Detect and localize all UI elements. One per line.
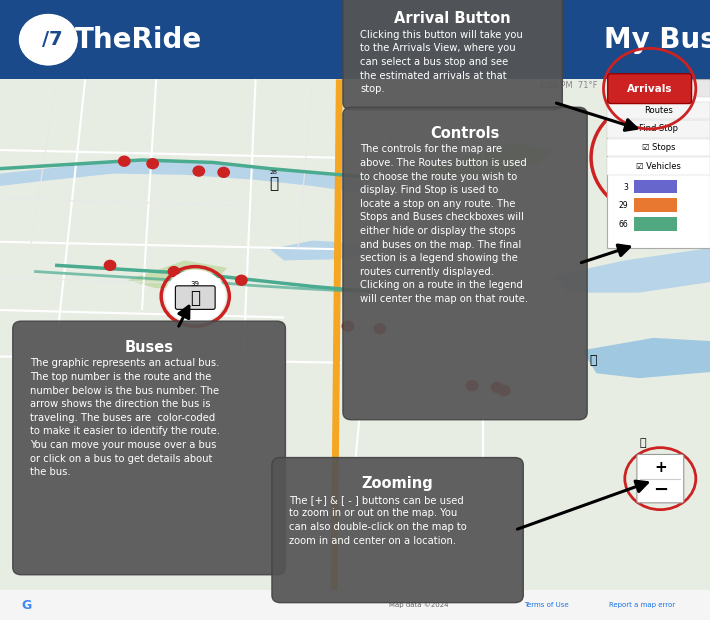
Text: My Bus: My Bus	[604, 25, 710, 54]
Circle shape	[236, 275, 247, 285]
FancyBboxPatch shape	[343, 0, 562, 110]
FancyBboxPatch shape	[607, 120, 710, 138]
Text: Clicking this button will take you
to the Arrivals View, where you
can select a : Clicking this button will take you to th…	[360, 30, 523, 94]
Text: 3: 3	[623, 183, 628, 192]
Text: Map data ©2024: Map data ©2024	[389, 602, 449, 608]
Circle shape	[374, 324, 386, 334]
Text: G: G	[22, 599, 32, 611]
Circle shape	[147, 159, 158, 169]
Text: 🚍: 🚍	[589, 355, 596, 367]
Circle shape	[466, 381, 478, 391]
FancyBboxPatch shape	[0, 0, 710, 79]
Text: The [+] & [ - ] buttons can be used
to zoom in or out on the map. You
can also d: The [+] & [ - ] buttons can be used to z…	[289, 495, 466, 546]
FancyBboxPatch shape	[607, 139, 710, 156]
Circle shape	[168, 267, 180, 277]
Polygon shape	[554, 248, 710, 293]
Circle shape	[491, 383, 503, 392]
Text: 🚍: 🚍	[269, 176, 278, 191]
Text: TheRide: TheRide	[75, 25, 202, 54]
Circle shape	[20, 15, 77, 64]
Text: Report a map error: Report a map error	[609, 602, 676, 608]
Circle shape	[104, 260, 116, 270]
Text: Arrival Button: Arrival Button	[394, 11, 511, 26]
Text: −: −	[652, 480, 668, 499]
Text: 🚶: 🚶	[639, 438, 646, 448]
Polygon shape	[582, 338, 710, 378]
Text: Routes: Routes	[644, 106, 673, 115]
Circle shape	[498, 386, 510, 396]
Text: +: +	[654, 460, 667, 475]
FancyBboxPatch shape	[272, 458, 523, 603]
Circle shape	[119, 156, 130, 166]
Text: 🚍: 🚍	[190, 288, 200, 307]
Text: ☑ Stops: ☑ Stops	[642, 143, 675, 152]
Text: Find Stop: Find Stop	[639, 125, 678, 133]
FancyBboxPatch shape	[13, 321, 285, 575]
Polygon shape	[426, 143, 554, 177]
Polygon shape	[0, 160, 369, 192]
FancyBboxPatch shape	[343, 107, 587, 420]
FancyBboxPatch shape	[0, 590, 710, 620]
Text: /7: /7	[41, 30, 62, 49]
Text: The graphic represents an actual bus.
The top number is the route and the
number: The graphic represents an actual bus. Th…	[30, 358, 220, 477]
Text: Buses: Buses	[124, 340, 174, 355]
FancyBboxPatch shape	[0, 0, 710, 79]
Circle shape	[218, 167, 229, 177]
FancyBboxPatch shape	[607, 157, 710, 175]
FancyBboxPatch shape	[634, 180, 677, 193]
Text: 4:06 PM  71°F: 4:06 PM 71°F	[539, 81, 597, 90]
Circle shape	[165, 270, 225, 322]
Circle shape	[193, 166, 204, 176]
FancyBboxPatch shape	[607, 102, 710, 119]
Text: Controls: Controls	[430, 126, 500, 141]
FancyBboxPatch shape	[608, 74, 692, 104]
Text: The controls for the map are
above. The Routes button is used
to choose the rout: The controls for the map are above. The …	[360, 144, 528, 304]
Text: 66: 66	[618, 220, 628, 229]
Text: 29: 29	[618, 202, 628, 210]
Text: 28: 28	[269, 170, 278, 175]
FancyBboxPatch shape	[175, 286, 215, 309]
Text: Arrivals: Arrivals	[627, 84, 672, 94]
FancyBboxPatch shape	[634, 198, 677, 212]
Text: 39: 39	[191, 281, 200, 287]
Text: Zooming: Zooming	[361, 476, 434, 491]
Polygon shape	[128, 260, 227, 288]
Polygon shape	[270, 241, 369, 260]
FancyBboxPatch shape	[634, 217, 677, 231]
Text: ☑ Vehicles: ☑ Vehicles	[636, 162, 681, 170]
FancyBboxPatch shape	[607, 80, 710, 97]
FancyBboxPatch shape	[607, 79, 710, 248]
FancyBboxPatch shape	[0, 79, 710, 620]
Text: Hide Controls ▼: Hide Controls ▼	[631, 86, 686, 92]
FancyBboxPatch shape	[637, 454, 684, 503]
Circle shape	[342, 321, 354, 331]
Text: Terms of Use: Terms of Use	[525, 602, 569, 608]
